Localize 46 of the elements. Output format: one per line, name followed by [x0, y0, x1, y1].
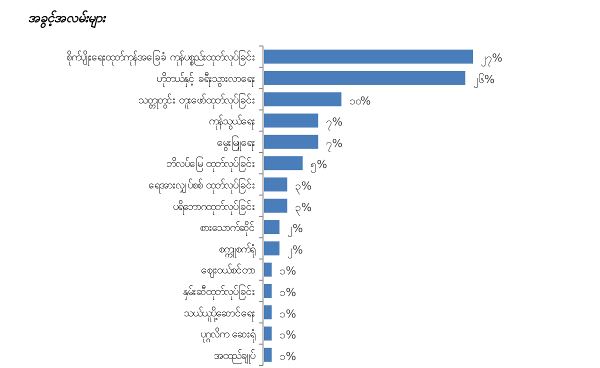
bar — [264, 177, 288, 192]
bar — [264, 134, 318, 149]
y-tick-label: နှမ်းဆီထုတ်လုပ်ခြင်း — [183, 284, 255, 300]
data-label: ၂% — [287, 243, 303, 258]
bar — [264, 305, 272, 320]
y-tick-label: ရေအားလျှပ်စစ် ထုတ်လုပ်ခြင်း — [148, 177, 255, 194]
y-tick-label: ဈေးဝယ်စင်တာ — [201, 264, 255, 279]
data-label: ၁% — [280, 307, 296, 320]
bar — [264, 326, 272, 341]
bar — [264, 262, 272, 277]
data-label: ၁% — [280, 286, 296, 299]
bar — [264, 92, 342, 106]
bar — [264, 114, 318, 128]
data-label: ၇% — [326, 136, 343, 152]
bar — [264, 241, 280, 256]
data-label: ၁၀% — [349, 94, 371, 108]
text: အခွင့်အလမ်းများ — [28, 10, 107, 29]
data-label: ၁% — [280, 350, 296, 363]
data-label: ၂% — [287, 222, 303, 238]
y-tick-label: အထည်ချုပ် — [214, 348, 255, 364]
data-label: ၅% — [310, 158, 328, 174]
y-tick-label: ဟိုတယ်နှင့် ခရီးသွားလာရေး — [156, 72, 255, 87]
bar — [264, 70, 466, 85]
bar — [264, 156, 303, 170]
data-label: ၂၆% — [473, 72, 495, 88]
y-tick-label: စိုက်ပျိုးရေးထုတ်ကုန်အခြေခံ ကုန်ပစ္စည်းထုတ်လုပ်ခြင်း — [66, 50, 255, 66]
bar — [264, 348, 272, 362]
y-tick-label: ဘိလပ်မြေ ထုတ်လုပ်ခြင်း — [166, 156, 255, 172]
bar — [264, 284, 272, 298]
y-tick-label: စားသောက်ဆိုင် — [200, 221, 255, 236]
y-tick-label: သတ္တုတွင်း တူးဖော်ထုတ်လုပ်ခြင်း — [138, 92, 255, 108]
data-label: ၇% — [326, 116, 343, 131]
y-tick-label: ပုဂ္ဂလိက ဆေးရုံ — [200, 328, 255, 344]
y-tick-label: ပရိဘောဂထုတ်လုပ်ခြင်း — [173, 198, 255, 215]
bar — [264, 220, 280, 234]
y-tick-label: မွေးမြူရေး — [217, 134, 255, 151]
data-label: ၂၇% — [481, 52, 502, 67]
bar — [264, 50, 473, 64]
y-tick-label: သယ်ယူပို့ဆောင်ရေး — [184, 306, 255, 322]
y-tick-label: ကုန်သွယ်ရေး — [209, 114, 255, 130]
data-label: ၃% — [295, 200, 312, 216]
y-tick-label: စက္ကူစက်ရုံ — [219, 242, 255, 258]
data-label: ၃% — [295, 179, 312, 194]
bar — [264, 198, 288, 213]
data-label: ၁% — [280, 328, 296, 342]
data-label: ၁% — [280, 264, 296, 278]
